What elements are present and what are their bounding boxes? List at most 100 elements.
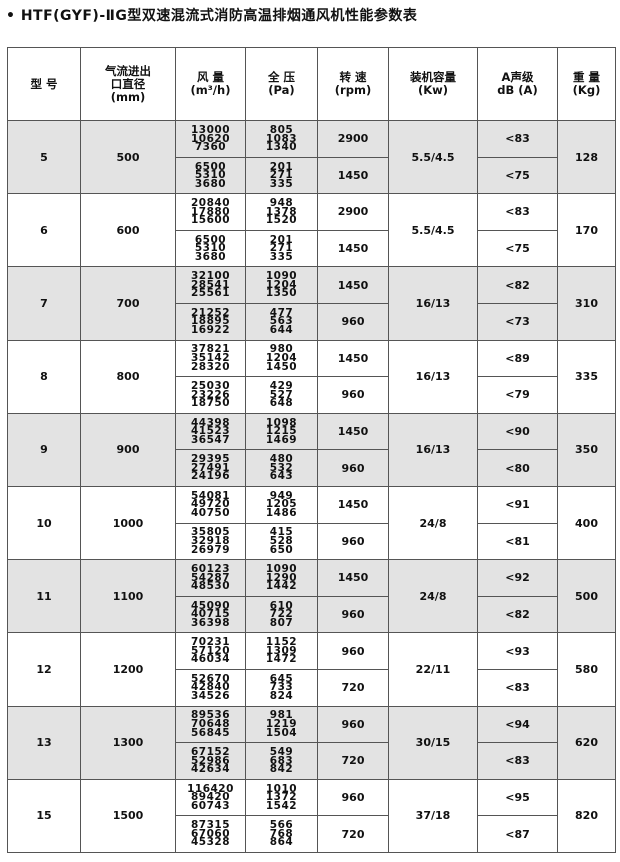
speed-cell: 720	[317, 815, 389, 853]
noise-cell: <83	[477, 668, 558, 707]
model-cell: 10	[7, 485, 81, 561]
air-flow-cell: 6500 5310 3680	[175, 229, 246, 268]
pressure-cell: 1152 1309 1472	[245, 632, 318, 670]
table-row: 25030 23226 18750 429 527 648 960 <79	[8, 376, 616, 414]
value: 13000	[190, 123, 231, 136]
diameter-cell: 500	[80, 119, 176, 195]
diameter-cell: 1300	[80, 705, 176, 780]
air-flow-cell: 54081 49720 40750	[175, 485, 246, 524]
noise-cell: <81	[477, 522, 558, 561]
air-flow-cell: 70231 57120 46034	[175, 632, 246, 670]
value: 415	[269, 526, 294, 539]
noise-cell: <75	[477, 156, 558, 195]
value: 67060	[190, 827, 231, 840]
power-cell: 24/8	[388, 485, 478, 561]
header-line: (mm)	[110, 89, 146, 104]
value: 981	[269, 709, 294, 722]
value: 335	[269, 250, 294, 263]
header-line: (Pa)	[268, 83, 295, 97]
value: 5310	[194, 242, 227, 255]
value: 563	[269, 315, 294, 328]
value: 34526	[190, 690, 231, 702]
value: 10620	[190, 132, 231, 145]
header-line: 气流进出	[105, 63, 151, 78]
pressure-cell: 1010 1372 1542	[245, 778, 318, 817]
speed-cell: 960	[317, 595, 389, 634]
pressure-cell: 549 683 842	[245, 742, 318, 780]
value: 1469	[265, 433, 298, 446]
diameter-cell: 900	[80, 412, 176, 487]
value: 610	[269, 599, 294, 612]
speed-cell: 960	[317, 705, 389, 744]
header-weight: 重 量 (Kg)	[557, 47, 616, 121]
value: 54287	[190, 571, 231, 584]
model-cell: 11	[7, 559, 81, 634]
power-cell: 37/18	[388, 778, 478, 853]
value: 527	[269, 388, 294, 401]
value: 1290	[265, 571, 298, 584]
table-row: 11 1100 60123 54287 48530 1090 1290 1442 1450 24/…	[7, 559, 616, 634]
weight-cell: 500	[557, 559, 616, 634]
speed-cell: 960	[317, 302, 389, 341]
value: 549	[269, 746, 294, 758]
power-cell: 5.5/4.5	[388, 119, 478, 195]
noise-cell: <83	[477, 120, 558, 158]
table-row: 6500 5310 3680 201 271 335 1450 <75	[8, 229, 616, 268]
value: 25030	[190, 380, 231, 393]
value: 49720	[190, 498, 231, 511]
value: 1378	[265, 205, 298, 218]
value: 1450	[265, 360, 298, 373]
power-cell: 16/13	[388, 339, 478, 414]
value: 42840	[190, 681, 231, 694]
pressure-cell: 429 527 648	[245, 376, 318, 414]
noise-cell: <94	[477, 705, 558, 744]
value: 1090	[265, 270, 298, 283]
header-model: 型 号	[7, 47, 81, 121]
power-cell: 30/15	[388, 705, 478, 780]
table-row: 9 900 44398 41523 36547 1098 1215 1469 1450 16/13…	[7, 412, 616, 487]
value: 28541	[190, 278, 231, 291]
weight-cell: 620	[557, 705, 616, 780]
header-air-flow: 风 量 (m³/h)	[175, 47, 246, 121]
value: 1442	[265, 580, 298, 593]
header-power: 装机容量 (Kw)	[388, 47, 478, 121]
value: 25561	[190, 287, 231, 300]
value: 89536	[190, 709, 231, 722]
value: 201	[269, 233, 294, 246]
value: 89420	[190, 791, 231, 804]
table-row: 87315 67060 45328 566 768 864 720 <87	[8, 815, 616, 853]
speed-cell: 1450	[317, 559, 389, 597]
value: 36398	[190, 616, 231, 629]
speed-cell: 1450	[317, 266, 389, 304]
air-flow-cell: 20840 17880 15600	[175, 193, 246, 231]
value: 1340	[265, 141, 298, 154]
value: 1083	[265, 132, 298, 145]
model-cell: 5	[7, 119, 81, 195]
value: 1520	[265, 214, 298, 227]
speed-cell: 2900	[317, 120, 389, 158]
model-cell: 15	[7, 778, 81, 853]
model-cell: 13	[7, 705, 81, 780]
value: 648	[269, 397, 294, 410]
value: 949	[269, 489, 294, 502]
header-line: 口直径	[110, 76, 146, 91]
value: 48530	[190, 580, 231, 593]
value: 1542	[265, 799, 298, 812]
noise-cell: <79	[477, 376, 558, 414]
value: 15600	[190, 214, 231, 227]
air-flow-cell: 87315 67060 45328	[175, 815, 246, 853]
table-row: 52670 42840 34526 645 733 824 720 <83	[8, 668, 616, 707]
value: 1098	[265, 416, 298, 429]
diameter-cell: 800	[80, 339, 176, 414]
table-row: 29395 27491 24196 480 532 643 960 <80	[8, 449, 616, 487]
weight-cell: 310	[557, 266, 616, 341]
speed-cell: 960	[317, 449, 389, 487]
speed-cell: 1450	[317, 229, 389, 268]
air-flow-cell: 37821 35142 28320	[175, 339, 246, 378]
pressure-cell: 477 563 644	[245, 302, 318, 341]
value: 948	[269, 197, 294, 210]
value: 1372	[265, 791, 298, 804]
value: 722	[269, 608, 294, 621]
air-flow-cell: 89536 70648 56845	[175, 705, 246, 744]
value: 271	[269, 242, 294, 255]
